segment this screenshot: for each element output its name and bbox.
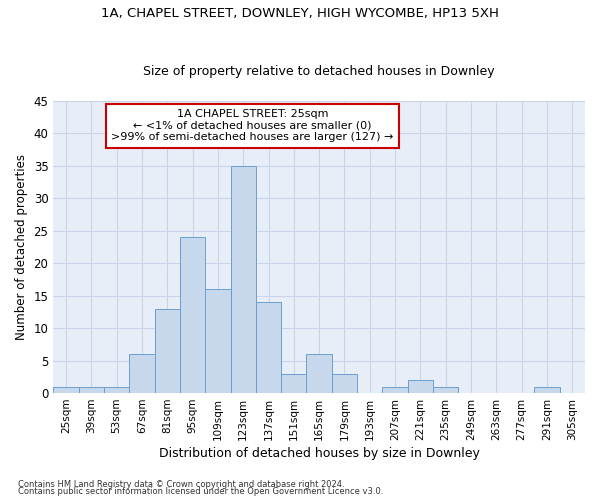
Bar [53, 386, 79, 393]
Bar [230, 166, 256, 393]
Bar [382, 386, 408, 393]
Title: Size of property relative to detached houses in Downley: Size of property relative to detached ho… [143, 66, 495, 78]
Bar [180, 237, 205, 393]
Bar [281, 374, 307, 393]
Text: 1A, CHAPEL STREET, DOWNLEY, HIGH WYCOMBE, HP13 5XH: 1A, CHAPEL STREET, DOWNLEY, HIGH WYCOMBE… [101, 8, 499, 20]
Bar [205, 289, 230, 393]
Bar [307, 354, 332, 393]
Bar [332, 374, 357, 393]
X-axis label: Distribution of detached houses by size in Downley: Distribution of detached houses by size … [159, 447, 479, 460]
Bar [129, 354, 155, 393]
Bar [408, 380, 433, 393]
Y-axis label: Number of detached properties: Number of detached properties [15, 154, 28, 340]
Text: Contains public sector information licensed under the Open Government Licence v3: Contains public sector information licen… [18, 487, 383, 496]
Bar [256, 302, 281, 393]
Bar [155, 308, 180, 393]
Bar [535, 386, 560, 393]
Text: Contains HM Land Registry data © Crown copyright and database right 2024.: Contains HM Land Registry data © Crown c… [18, 480, 344, 489]
Bar [104, 386, 129, 393]
Bar [79, 386, 104, 393]
Bar [433, 386, 458, 393]
Text: 1A CHAPEL STREET: 25sqm
← <1% of detached houses are smaller (0)
>99% of semi-de: 1A CHAPEL STREET: 25sqm ← <1% of detache… [112, 110, 394, 142]
